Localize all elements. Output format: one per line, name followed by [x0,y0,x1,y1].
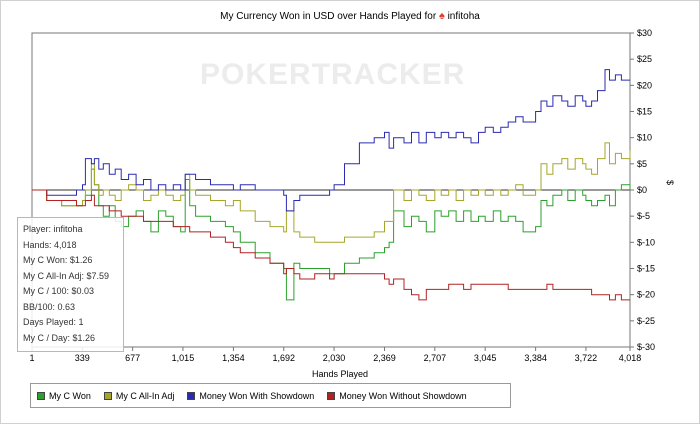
legend-label: My C All-In Adj [115,390,175,401]
info-player: Player: infitoha [23,224,83,234]
stats-info-box: Player: infitoha Hands: 4,018 My C Won: … [17,217,124,352]
legend-label: Money Won Without Showdown [339,390,467,401]
x-tick-label: 2,707 [424,353,447,363]
y-tick-label: $20 [637,80,652,90]
x-tick-label: 677 [125,353,140,363]
chart-title-text: My Currency Won in USD over Hands Played… [220,11,437,22]
info-won: My C Won: $1.26 [23,255,93,265]
series-line-my-c-won [32,168,631,301]
y-tick-label: $-10 [637,237,655,247]
y-tick-label: $-25 [637,316,655,326]
y-axis-label: $ [665,180,675,186]
y-tick-label: $15 [637,107,652,117]
x-tick-label: 1,354 [222,353,245,363]
legend-label: Money Won With Showdown [199,390,315,401]
legend-item-all-in-adj[interactable]: My C All-In Adj [103,390,175,401]
series-lines [32,69,631,301]
y-tick-label: $-20 [637,290,655,300]
info-per-day: My C / Day: $1.26 [23,332,96,343]
x-tick-label: 1 [29,353,34,363]
watermark-logo: POKERTRACKER [200,58,466,91]
legend: My C Won My C All-In Adj Money Won With … [30,383,511,408]
series-line-money-won-with-showdown [32,69,630,212]
y-tick-label: $-15 [637,264,655,274]
x-tick-label: 3,384 [524,353,547,363]
x-axis-label: Hands Played [311,369,369,379]
legend-swatch-red [327,391,336,400]
chart-title-player: infitoha [447,11,480,22]
info-allin-adj: My C All-In Adj: $7.59 [23,270,110,281]
y-tick-label: $-5 [637,211,650,221]
legend-item-with-showdown[interactable]: Money Won With Showdown [187,391,314,401]
info-hands: Hands: 4,018 [23,239,77,250]
x-tick-label: 2,030 [323,353,346,363]
x-tick-label: 339 [75,353,90,363]
x-tick-label: 2,369 [373,353,396,363]
y-tick-label: $10 [637,133,652,143]
y-tick-label: $25 [637,54,652,64]
legend-item-without-showdown[interactable]: Money Won Without Showdown [327,390,467,401]
x-tick-label: 4,018 [619,353,642,363]
series-line-my-c-all-in-adj [32,142,631,243]
legend-swatch-olive [103,391,112,400]
y-tick-label: $-30 [637,342,655,352]
y-tick-label: $30 [637,28,652,38]
x-tick-label: 3,722 [575,353,598,363]
legend-swatch-blue [187,391,196,400]
info-per-100: My C / 100: $0.03 [23,286,95,296]
legend-label: My C Won [49,390,91,401]
spade-icon: ♠ [438,10,445,22]
y-tick-label: $5 [637,159,647,169]
legend-item-my-c-won[interactable]: My C Won [37,391,91,401]
tick-labels: 1 339 677 1,015 1,354 1,692 2,030 2,369 2,707 3,0… [29,28,655,363]
x-tick-label: 1,015 [172,353,195,363]
legend-swatch-green [37,391,45,400]
info-bb-100: BB/100: 0.63 [23,301,76,312]
x-tick-label: 3,045 [474,353,497,363]
chart-title: My Currency Won in USD over Hands Played… [0,10,700,22]
y-tick-label: $0 [637,185,647,195]
info-days: Days Played: 1 [23,317,84,327]
x-tick-label: 1,692 [272,353,295,363]
series-line-money-won-without-showdown [32,189,630,301]
